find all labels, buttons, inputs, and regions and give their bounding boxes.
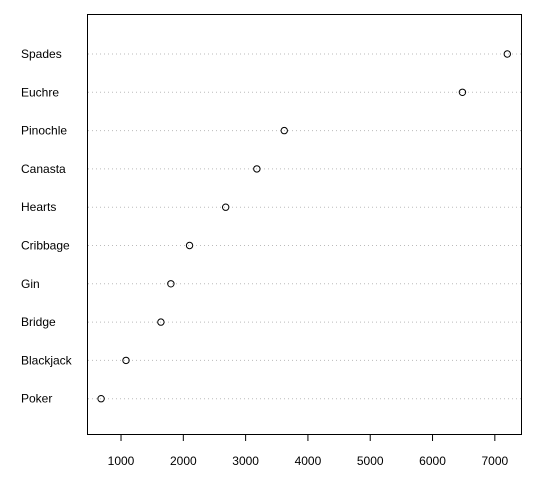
category-label: Euchre [21,85,59,99]
category-label: Hearts [21,200,56,214]
data-point [280,126,288,135]
x-tick-label: 4000 [295,454,322,468]
x-axis: 1000 2000 3000 4000 5000 6000 7000 [108,434,509,468]
category-label: Bridge [21,315,56,329]
data-point [253,165,261,173]
plot-frame [87,14,522,435]
category-label: Poker [21,392,52,406]
data-point [458,88,467,97]
category-label: Gin [21,277,40,291]
x-tick-label: 7000 [481,454,508,468]
category-label: Canasta [21,162,66,176]
data-point [503,50,511,58]
data-point [167,280,175,288]
data-points [97,50,511,403]
category-labels: Spades Euchre Pinochle Canasta Hearts Cribbag… [21,47,73,406]
category-label: Spades [21,47,62,61]
x-tick-label: 6000 [419,454,446,468]
data-point [185,241,194,250]
data-point [97,395,105,403]
category-label: Cribbage [21,239,70,253]
x-tick-label: 5000 [357,454,384,468]
data-point [157,318,165,326]
x-tick-label: 1000 [108,454,135,468]
data-point [221,203,230,211]
category-label: Blackjack [21,353,73,367]
data-point [122,356,130,365]
category-label: Pinochle [21,124,67,138]
x-tick-label: 2000 [170,454,197,468]
x-tick-label: 3000 [232,454,259,468]
gridlines [88,53,521,400]
